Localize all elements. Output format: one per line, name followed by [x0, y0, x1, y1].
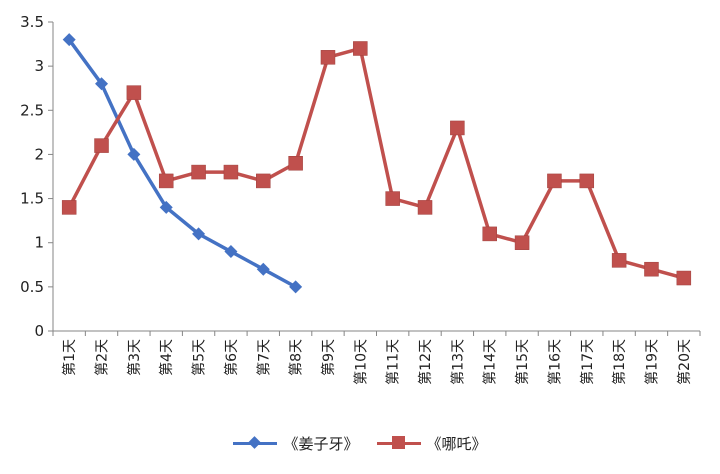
- x-tick-label: 第3天: [126, 339, 143, 376]
- data-point-series-1: [289, 280, 303, 294]
- x-tick-label: 第2天: [94, 339, 111, 376]
- data-point-series-1: [224, 245, 238, 259]
- x-tick-label: 第12天: [417, 339, 434, 385]
- x-tick-label: 第9天: [320, 339, 337, 376]
- x-tick-label: 第5天: [191, 339, 208, 376]
- legend-label-series-1: 《姜子牙》: [283, 434, 359, 453]
- series-line-2: [67, 46, 685, 280]
- data-point-series-2: [482, 226, 497, 242]
- x-tick-label: 第7天: [255, 339, 272, 376]
- x-tick-label: 第10天: [352, 339, 369, 385]
- data-point-series-2: [547, 173, 562, 189]
- y-tick-label: 3.5: [20, 13, 44, 31]
- x-tick-label: 第1天: [61, 339, 78, 376]
- legend: 《姜子牙》 《哪吒》: [0, 428, 720, 458]
- x-tick-label: 第18天: [611, 339, 628, 385]
- x-tick-label: 第8天: [288, 339, 305, 376]
- x-tick-label: 第17天: [579, 339, 596, 385]
- x-tick-label: 第19天: [643, 339, 660, 385]
- data-point-series-2: [288, 156, 303, 171]
- legend-swatch-series-1: [233, 436, 278, 450]
- data-point-series-1: [192, 227, 206, 241]
- data-point-series-2: [126, 85, 142, 100]
- data-point-series-2: [450, 120, 465, 136]
- data-point-series-2: [676, 270, 692, 286]
- data-point-series-2: [191, 164, 206, 180]
- data-point-series-1: [159, 200, 173, 214]
- y-tick-label: 3: [34, 57, 44, 75]
- x-tick-label: 第11天: [385, 339, 402, 385]
- x-tick-label: 第15天: [514, 339, 531, 385]
- y-tick-label: 2.5: [20, 101, 44, 119]
- x-tick-label: 第6天: [223, 339, 240, 376]
- y-tick-label: 1.5: [20, 190, 44, 208]
- square-marker-icon: [391, 436, 405, 449]
- data-point-series-2: [353, 41, 368, 56]
- data-point-series-2: [579, 173, 595, 189]
- data-point-series-2: [320, 50, 336, 65]
- data-point-series-2: [417, 200, 433, 215]
- diamond-marker-icon: [248, 436, 262, 449]
- x-tick-label: 第4天: [158, 339, 175, 376]
- x-tick-label: 第16天: [546, 339, 563, 385]
- x-tick-label: 第13天: [449, 339, 466, 385]
- legend-item-series-1: 《姜子牙》: [233, 433, 359, 454]
- y-tick-label: 1: [34, 234, 44, 252]
- data-point-series-2: [94, 138, 109, 153]
- chart-plot: 0 0.5 1 1.5 2 2.5 3 3.5 第1天 第2天 第3天 第4天 第5天 第6天 第7天 第8天…: [20, 13, 701, 385]
- data-point-series-1: [62, 33, 76, 47]
- data-point-series-1: [127, 147, 141, 161]
- legend-swatch-series-2: [376, 436, 421, 450]
- data-point-series-2: [158, 173, 174, 189]
- data-point-series-1: [95, 77, 109, 91]
- y-tick-label: 0: [34, 322, 44, 340]
- data-point-series-2: [223, 164, 239, 180]
- legend-label-series-2: 《哪吒》: [426, 434, 487, 453]
- x-tick-label: 第14天: [482, 339, 499, 385]
- series-line-1: [67, 38, 297, 289]
- data-point-series-2: [385, 191, 400, 206]
- data-point-series-2: [611, 253, 627, 268]
- data-point-series-2: [514, 235, 530, 250]
- data-point-series-1: [256, 262, 270, 276]
- data-point-series-2: [644, 261, 659, 277]
- x-tick-label: 第20天: [676, 339, 693, 385]
- y-tick-label: 0.5: [20, 278, 44, 296]
- legend-item-series-2: 《哪吒》: [376, 433, 487, 454]
- data-point-series-2: [61, 200, 77, 215]
- data-point-series-2: [256, 173, 271, 189]
- y-tick-label: 2: [34, 145, 44, 163]
